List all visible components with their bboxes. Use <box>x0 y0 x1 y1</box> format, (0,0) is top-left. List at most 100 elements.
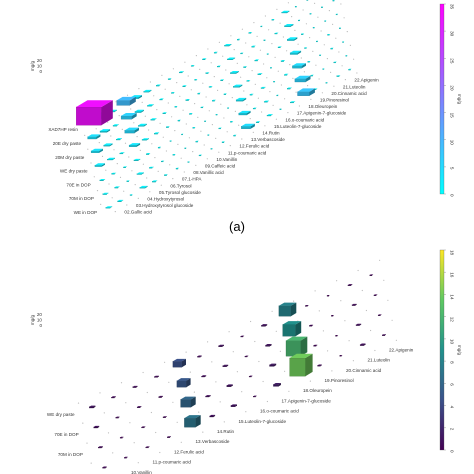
bar-face <box>369 274 373 276</box>
bar-side <box>290 87 292 89</box>
grid-point <box>136 136 138 138</box>
grid-point <box>118 115 120 117</box>
bar-face <box>278 305 292 317</box>
bar-side <box>191 113 193 114</box>
bar-face <box>241 126 251 129</box>
bar-top <box>352 303 357 305</box>
bar-face <box>330 48 333 50</box>
bar-side <box>265 324 268 327</box>
bar-face <box>195 141 198 143</box>
bar-top <box>150 118 157 120</box>
bar-top <box>154 132 160 134</box>
grid-point <box>284 98 286 100</box>
bar-side <box>316 88 318 90</box>
sample-tick-label: 70E in DOP <box>66 182 90 187</box>
grid-point <box>142 371 144 374</box>
bar-side <box>126 456 128 458</box>
bar-side <box>121 199 124 202</box>
grid-point <box>119 176 122 178</box>
bar-02.Gallic acid-WE in DOP <box>117 199 124 202</box>
grid-point <box>208 110 210 112</box>
grid-point <box>309 380 311 382</box>
bar-face <box>201 376 205 378</box>
bar-16.o-coumaric acid-20E dry paste <box>263 39 266 41</box>
bar-top <box>205 395 211 397</box>
bar-top <box>301 33 305 34</box>
bar-14.Rutin-WE dry paste <box>197 355 202 358</box>
bar-face <box>310 75 313 77</box>
bar-side <box>208 72 210 73</box>
bar-face <box>305 305 308 307</box>
grid-point <box>139 149 141 151</box>
bar-side <box>131 113 137 120</box>
compound-tick-label: 18.Oleuropein <box>303 388 332 393</box>
grid-point <box>164 88 166 90</box>
compound-tick-label: 11.p-coumaric acid <box>153 460 192 465</box>
colorbar <box>439 3 445 195</box>
bar-side <box>332 47 334 49</box>
grid-point <box>101 155 104 157</box>
bar-face <box>120 115 133 120</box>
bar-face <box>179 71 183 74</box>
compound-tick-label: 10.Vanillin <box>216 157 237 162</box>
grid-point <box>189 371 191 373</box>
bar-05.Tyrosol glucoside-WE in DOP <box>152 180 158 183</box>
grid-point <box>249 118 251 120</box>
grid-point <box>352 360 354 362</box>
bar-top <box>121 113 137 116</box>
compound-tick-label: 13.Verbascoside <box>196 439 230 444</box>
colorbar-tick-label: 12 <box>450 317 455 323</box>
grid-point <box>340 3 342 5</box>
bar-face <box>182 85 186 87</box>
colorbar-tick-label: 14 <box>450 294 455 300</box>
colorbar-tick-label: 5 <box>450 167 455 170</box>
bar-22.Apigenin-20M dry paste <box>335 13 338 16</box>
bar-18.Oleuropein-70E in DOP <box>282 321 302 337</box>
bar-face <box>266 53 269 55</box>
bar-top <box>116 138 122 140</box>
grid-point <box>276 8 278 10</box>
bar-22.Apigenin-70M in DOP <box>345 55 348 57</box>
grid-point <box>233 49 235 51</box>
colorbar-tick-label: 18 <box>450 250 455 256</box>
bar-18.Oleuropein-70E in DOP <box>292 63 306 69</box>
grid-point <box>236 62 238 64</box>
bar-10.Vanillin-WE dry paste <box>200 106 204 109</box>
bar-top <box>159 98 164 100</box>
grid-point <box>116 163 118 165</box>
bar-18.Oleuropein-WE in DOP <box>289 353 313 377</box>
bar-face <box>324 20 327 22</box>
bar-top <box>132 385 138 387</box>
bar-06.Tyrosol-XAD7HP resin <box>143 89 152 93</box>
bar-13.Verbascoside-WE in DOP <box>184 415 201 428</box>
bar-top <box>111 396 116 398</box>
bar-top <box>212 99 216 101</box>
bar-face <box>339 355 342 357</box>
bar-face <box>213 52 217 54</box>
bar-17.Apigenin-7-glucoside-WE dry paste <box>261 324 268 327</box>
bar-21.Luteolin-WE in DOP <box>336 75 341 77</box>
bar-21.Luteolin-20E dry paste <box>321 6 324 8</box>
sample-tick-label: WE in DOP <box>74 210 97 215</box>
bar-top <box>103 143 113 146</box>
grid-point <box>100 203 102 205</box>
grid-point <box>87 148 89 150</box>
bar-05.Tyrosol glucoside-WE dry paste <box>141 138 149 141</box>
bar-face <box>284 74 288 76</box>
bar-top <box>254 59 259 61</box>
bar-21.Luteolin-20M dry paste <box>324 20 327 22</box>
bar-top <box>360 343 366 345</box>
bar-side <box>269 344 272 347</box>
bar-side <box>163 160 165 162</box>
bar-top <box>226 384 233 386</box>
bar-side <box>178 167 179 169</box>
grid-point <box>391 319 393 321</box>
grid-point <box>232 351 234 353</box>
bar-face <box>290 101 294 104</box>
bar-face <box>99 130 108 133</box>
grid-point <box>259 49 261 51</box>
grid-point <box>90 462 92 464</box>
grid-point <box>218 41 220 44</box>
bar-face <box>309 325 313 327</box>
